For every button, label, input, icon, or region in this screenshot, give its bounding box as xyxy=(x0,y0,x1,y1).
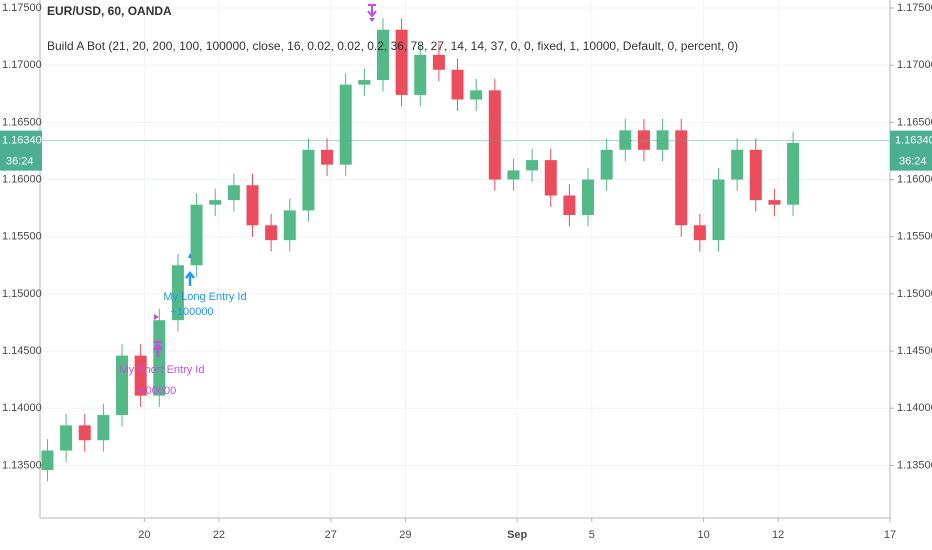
x-tick-label: 5 xyxy=(589,529,595,541)
short-entry-arrow xyxy=(153,340,163,357)
price-label: 1.16340 xyxy=(895,135,932,147)
y-tick-label: 1.16000 xyxy=(897,173,932,185)
long-entry-arrow xyxy=(185,270,195,286)
y-tick-label: 1.17500 xyxy=(897,2,932,14)
y-tick-label: 1.17000 xyxy=(2,59,42,71)
candle-body xyxy=(470,90,483,100)
x-tick-label: 10 xyxy=(697,529,709,541)
candle-body xyxy=(451,69,464,100)
short-entry-marker xyxy=(154,314,159,320)
candle-body xyxy=(675,130,688,226)
y-tick-label: 1.15500 xyxy=(897,231,932,243)
candle-body xyxy=(712,179,725,241)
candle-body xyxy=(749,149,762,201)
candle-body xyxy=(209,200,222,205)
candle-body xyxy=(227,185,240,201)
candle-body xyxy=(637,130,650,150)
candle-body xyxy=(321,149,334,165)
candle-body xyxy=(395,29,408,95)
candle-body xyxy=(78,425,91,441)
candle-body xyxy=(656,130,669,150)
annotation: My Long Entry Id xyxy=(163,291,246,303)
y-tick-label: 1.15500 xyxy=(2,231,42,243)
y-tick-label: 1.14000 xyxy=(2,402,42,414)
y-tick-label: 1.17000 xyxy=(897,59,932,71)
candle-body xyxy=(376,29,389,81)
chart-subtitle: Build A Bot (21, 20, 200, 100, 100000, c… xyxy=(47,39,738,53)
countdown: 36:24 xyxy=(6,156,34,168)
candle-body xyxy=(526,160,539,171)
candle-body xyxy=(60,425,73,451)
x-tick-label: 12 xyxy=(772,529,784,541)
price-label-box xyxy=(0,130,42,171)
x-tick-label: 17 xyxy=(884,529,896,541)
candle-body xyxy=(134,355,147,396)
candle-body xyxy=(432,54,445,70)
candle-body xyxy=(619,130,632,150)
candle-body xyxy=(339,84,352,165)
candle-body xyxy=(283,210,296,241)
y-tick-label: 1.14500 xyxy=(897,345,932,357)
candle-body xyxy=(116,355,129,416)
annotation: +100000 xyxy=(170,306,213,318)
countdown: 36:24 xyxy=(899,156,927,168)
y-tick-label: 1.14500 xyxy=(2,345,42,357)
annotation: -100000 xyxy=(136,385,176,397)
candle-body xyxy=(600,149,613,180)
y-tick-label: 1.15000 xyxy=(897,288,932,300)
candle-body xyxy=(563,195,576,215)
y-tick-label: 1.17500 xyxy=(2,2,42,14)
candle-body xyxy=(768,200,781,205)
candle-body xyxy=(302,149,315,211)
chart-title: EUR/USD, 60, OANDA xyxy=(47,4,172,18)
candle-body xyxy=(358,80,371,85)
candle-body xyxy=(153,320,166,396)
y-tick-label: 1.14000 xyxy=(897,402,932,414)
exit-marker xyxy=(369,18,375,22)
x-tick-label: 20 xyxy=(138,529,150,541)
x-tick-label: 22 xyxy=(213,529,225,541)
y-tick-label: 1.16500 xyxy=(897,116,932,128)
candle-body xyxy=(414,54,427,95)
candle-body xyxy=(787,142,800,205)
y-tick-label: 1.13500 xyxy=(2,459,42,471)
price-label-box xyxy=(890,130,932,171)
candle-body xyxy=(265,225,278,241)
y-tick-label: 1.13500 xyxy=(897,459,932,471)
candle-body xyxy=(246,185,259,226)
x-tick-label: Sep xyxy=(507,529,527,541)
candle-body xyxy=(693,225,706,241)
candle-body xyxy=(544,160,557,196)
x-tick-label: 29 xyxy=(399,529,411,541)
candle-body xyxy=(507,170,520,180)
candle-body xyxy=(41,450,54,470)
candle-body xyxy=(488,90,501,180)
exit-marker xyxy=(367,4,377,18)
candle-body xyxy=(731,149,744,180)
candle-body xyxy=(582,179,595,215)
x-tick-label: 27 xyxy=(325,529,337,541)
y-tick-label: 1.16000 xyxy=(2,173,42,185)
candle-body xyxy=(171,265,184,321)
candle-body xyxy=(97,415,110,441)
long-entry-marker xyxy=(188,253,192,258)
annotation: My Short Entry Id xyxy=(120,364,205,376)
candle-body xyxy=(190,204,203,266)
price-label: 1.16340 xyxy=(2,135,42,147)
candles xyxy=(41,18,800,482)
y-tick-label: 1.16500 xyxy=(2,116,42,128)
y-tick-label: 1.15000 xyxy=(2,288,42,300)
